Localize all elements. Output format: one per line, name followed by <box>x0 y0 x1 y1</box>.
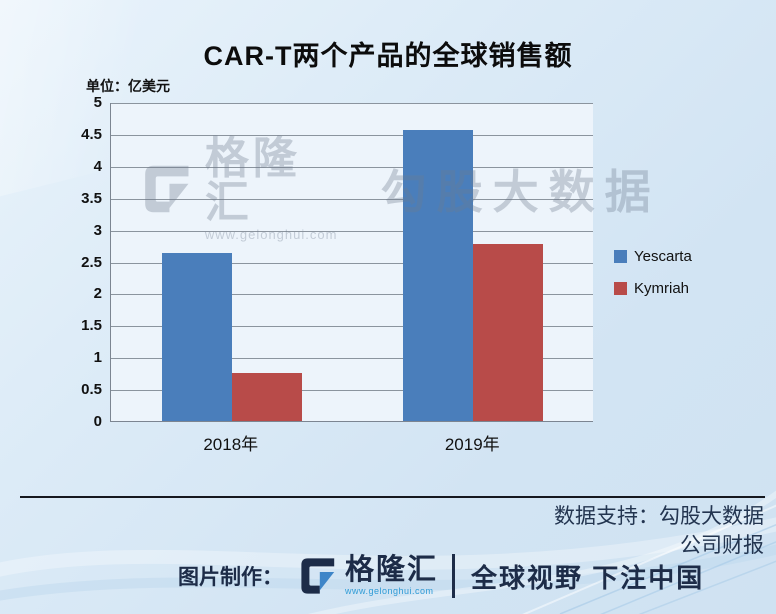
data-source-line2: 公司财报 <box>680 533 764 557</box>
y-tick-label-2.5: 2.5 <box>81 253 102 271</box>
bar-kymriah-2019 <box>473 243 544 421</box>
y-tick-label-0: 0 <box>93 413 102 430</box>
footer-divider-line <box>20 496 765 498</box>
legend-label-yescarta: Yescarta <box>634 248 692 265</box>
y-axis-tick-labels: 0 0.5 1 1.5 2 2.5 3 3.5 4 4.5 5 <box>0 0 102 614</box>
y-tick-label-3: 3 <box>93 221 102 239</box>
gridline-y-0.5 <box>111 390 593 392</box>
credit-row: 图片制作： 格隆汇 www.gelonghui.com 全球视野 下注中国 <box>178 551 704 601</box>
y-tick-label-1: 1 <box>93 349 102 367</box>
y-tick-label-2: 2 <box>93 285 102 303</box>
bar-kymriah-2018 <box>231 372 302 421</box>
gridline-y-1 <box>111 358 593 360</box>
gelonghui-g-icon <box>301 558 335 594</box>
credit-divider <box>452 554 456 598</box>
y-tick-label-4: 4 <box>93 157 102 175</box>
chart-title: CAR-T两个产品的全球销售额 <box>203 41 573 71</box>
y-tick-label-4.5: 4.5 <box>81 125 102 143</box>
gridline-y-2.5 <box>111 262 593 264</box>
gridline-y-5 <box>111 103 593 104</box>
gelonghui-logo-text: 格隆汇 www.gelonghui.com <box>345 554 439 597</box>
legend-swatch-kymriah <box>614 282 627 295</box>
gridline-y-4 <box>111 166 593 168</box>
brand-url: www.gelonghui.com <box>345 586 434 596</box>
x-axis-category-labels: 2018年 2019年 <box>110 430 593 456</box>
bar-yescarta-2019 <box>403 130 474 421</box>
brand-name: 格隆汇 <box>345 554 439 586</box>
data-source-line1: 数据支持：勾股大数据 <box>554 504 764 528</box>
y-tick-label-1.5: 1.5 <box>81 317 102 335</box>
gridline-y-3 <box>111 230 593 232</box>
legend-label-kymriah: Kymriah <box>634 280 690 297</box>
plot-area <box>110 103 593 422</box>
axis-unit-label: 单位：亿美元 <box>86 78 170 94</box>
y-tick-label-5: 5 <box>93 94 102 111</box>
credit-label: 图片制作： <box>178 566 283 589</box>
gridline-y-1.5 <box>111 326 593 328</box>
x-category-label-2018: 2018年 <box>203 435 259 454</box>
y-tick-label-3.5: 3.5 <box>81 189 102 207</box>
data-source-block: 数据支持：勾股大数据 公司财报 <box>554 502 764 560</box>
gridline-y-3.5 <box>111 198 593 200</box>
x-category-label-2019: 2019年 <box>444 435 500 454</box>
legend-swatch-yescarta <box>614 250 627 263</box>
legend-item-yescarta: Yescarta <box>614 248 692 265</box>
brand-slogan: 全球视野 下注中国 <box>471 562 705 593</box>
chart-legend: Yescarta Kymriah <box>614 248 692 312</box>
legend-item-kymriah: Kymriah <box>614 280 692 297</box>
y-tick-label-0.5: 0.5 <box>81 381 102 399</box>
gridline-y-2 <box>111 294 593 296</box>
gridline-y-4.5 <box>111 134 593 136</box>
bar-yescarta-2018 <box>161 252 232 421</box>
